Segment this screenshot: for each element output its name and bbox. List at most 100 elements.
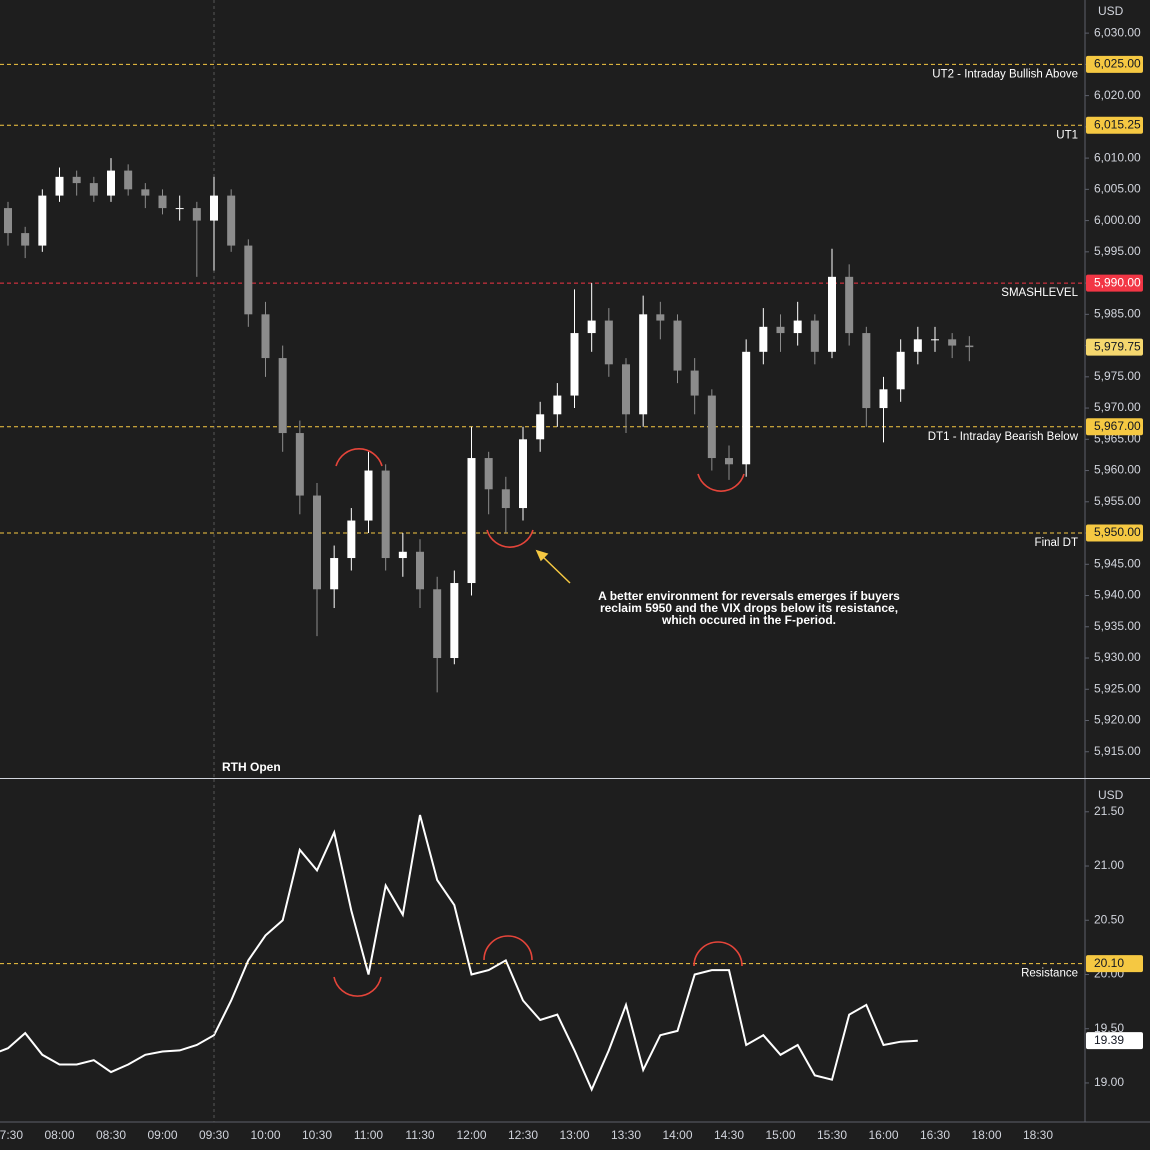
candle-body bbox=[622, 364, 630, 415]
level-price-label: 6,015.25 bbox=[1094, 117, 1141, 131]
candle-body bbox=[776, 326, 785, 334]
arc bbox=[483, 935, 533, 961]
annotation-text: A better environment for reversals emerg… bbox=[598, 589, 900, 603]
candle-body bbox=[175, 208, 184, 210]
y-tick-label: 6,010.00 bbox=[1094, 150, 1141, 164]
level-label: SMASHLEVEL bbox=[1001, 287, 1078, 299]
candle-body bbox=[793, 320, 802, 334]
candle-body bbox=[845, 276, 854, 334]
x-tick-label: 18:00 bbox=[971, 1128, 1001, 1142]
x-tick-label: 18:30 bbox=[1023, 1128, 1053, 1142]
candle-body bbox=[553, 395, 562, 415]
level-price-box bbox=[1086, 955, 1143, 973]
x-tick-label: 15:00 bbox=[765, 1128, 795, 1142]
last-value-label: 19.39 bbox=[1094, 1033, 1124, 1047]
currency-label: USD bbox=[1098, 788, 1124, 802]
session-label: RTH Open bbox=[222, 760, 281, 774]
y-tick-label: 6,020.00 bbox=[1094, 88, 1141, 102]
candle-body bbox=[519, 439, 527, 509]
candle-body bbox=[604, 320, 613, 365]
last-price-label: 5,979.75 bbox=[1094, 339, 1141, 353]
candle-body bbox=[141, 189, 150, 196]
candle-body bbox=[450, 583, 459, 659]
x-tick-label: 10:30 bbox=[302, 1128, 332, 1142]
x-tick-label: 16:00 bbox=[868, 1128, 898, 1142]
vix-pane bbox=[0, 814, 1085, 1092]
level-price-label: 5,990.00 bbox=[1094, 275, 1141, 289]
x-tick-label: 08:30 bbox=[96, 1128, 126, 1142]
annotation-text: which occured in the F-period. bbox=[661, 613, 836, 627]
candle-body bbox=[725, 458, 733, 465]
y-tick-label: 21.50 bbox=[1094, 804, 1124, 818]
candle-body bbox=[313, 495, 321, 590]
x-tick-label: 07:30 bbox=[0, 1128, 23, 1142]
highlight-arcs bbox=[333, 448, 745, 997]
arc bbox=[335, 448, 383, 467]
last-price-box bbox=[1086, 338, 1143, 356]
x-tick-label: 11:30 bbox=[405, 1128, 434, 1142]
level-label: Resistance bbox=[1021, 968, 1078, 980]
candle-body bbox=[639, 314, 648, 415]
candle-body bbox=[570, 333, 579, 396]
y-tick-label: 5,960.00 bbox=[1094, 463, 1141, 477]
level-price-box bbox=[1086, 274, 1143, 292]
level-price-label: 5,950.00 bbox=[1094, 525, 1141, 539]
arc bbox=[486, 529, 534, 548]
y-tick-label: 5,970.00 bbox=[1094, 400, 1141, 414]
candle-body bbox=[587, 320, 596, 334]
candle-body bbox=[690, 370, 699, 396]
candle-body bbox=[72, 176, 81, 184]
candle-body bbox=[536, 414, 545, 440]
candle-body bbox=[879, 389, 888, 409]
x-tick-label: 09:00 bbox=[147, 1128, 177, 1142]
candle-body bbox=[210, 195, 218, 221]
candle-body bbox=[398, 551, 407, 559]
candle-body bbox=[467, 458, 476, 584]
candle-body bbox=[4, 208, 12, 234]
x-tick-label: 13:30 bbox=[611, 1128, 641, 1142]
y-tick-label: 19.00 bbox=[1094, 1075, 1124, 1089]
axes: USD 5,915.00 5,920.00 5,925.00 5,930.00 5,935… bbox=[0, 4, 1143, 1142]
candle-body bbox=[742, 351, 751, 465]
level-label: UT2 - Intraday Bullish Above bbox=[932, 68, 1078, 80]
price-pane bbox=[0, 0, 1085, 778]
candle-body bbox=[261, 314, 270, 359]
candle-body bbox=[862, 333, 871, 409]
y-tick-label: 5,935.00 bbox=[1094, 619, 1141, 633]
level-label: Final DT bbox=[1035, 537, 1078, 549]
x-tick-label: 16:30 bbox=[920, 1128, 950, 1142]
candle-body bbox=[192, 208, 201, 221]
level-price-box bbox=[1086, 524, 1143, 542]
x-tick-label: 14:30 bbox=[714, 1128, 744, 1142]
candle-body bbox=[55, 176, 64, 196]
candle-body bbox=[21, 233, 30, 246]
level-price-label: 6,025.00 bbox=[1094, 57, 1141, 71]
y-tick-label: 5,920.00 bbox=[1094, 713, 1141, 727]
candle-body bbox=[707, 395, 716, 459]
arrow-shaft bbox=[541, 555, 571, 584]
candle-body bbox=[107, 170, 115, 196]
level-price-box bbox=[1086, 418, 1143, 436]
y-tick-label: 6,030.00 bbox=[1094, 25, 1141, 39]
level-label: UT1 bbox=[1056, 129, 1078, 141]
candle-body bbox=[278, 358, 287, 434]
level-label: DT1 - Intraday Bearish Below bbox=[928, 431, 1079, 443]
x-tick-label: 14:00 bbox=[662, 1128, 692, 1142]
y-tick-label: 5,940.00 bbox=[1094, 588, 1141, 602]
candle-body bbox=[330, 558, 339, 590]
candle-body bbox=[347, 520, 356, 559]
candle-body bbox=[295, 433, 304, 496]
y-tick-label: 5,915.00 bbox=[1094, 744, 1141, 758]
x-tick-label: 08:00 bbox=[44, 1128, 74, 1142]
y-tick-label: 5,985.00 bbox=[1094, 306, 1141, 320]
candle-body bbox=[244, 245, 253, 315]
candle-body bbox=[828, 276, 836, 352]
y-tick-label: 5,925.00 bbox=[1094, 681, 1141, 695]
candle-body bbox=[433, 589, 442, 659]
arc bbox=[333, 976, 382, 997]
candle-body bbox=[381, 470, 390, 559]
arrow-head bbox=[535, 549, 549, 562]
